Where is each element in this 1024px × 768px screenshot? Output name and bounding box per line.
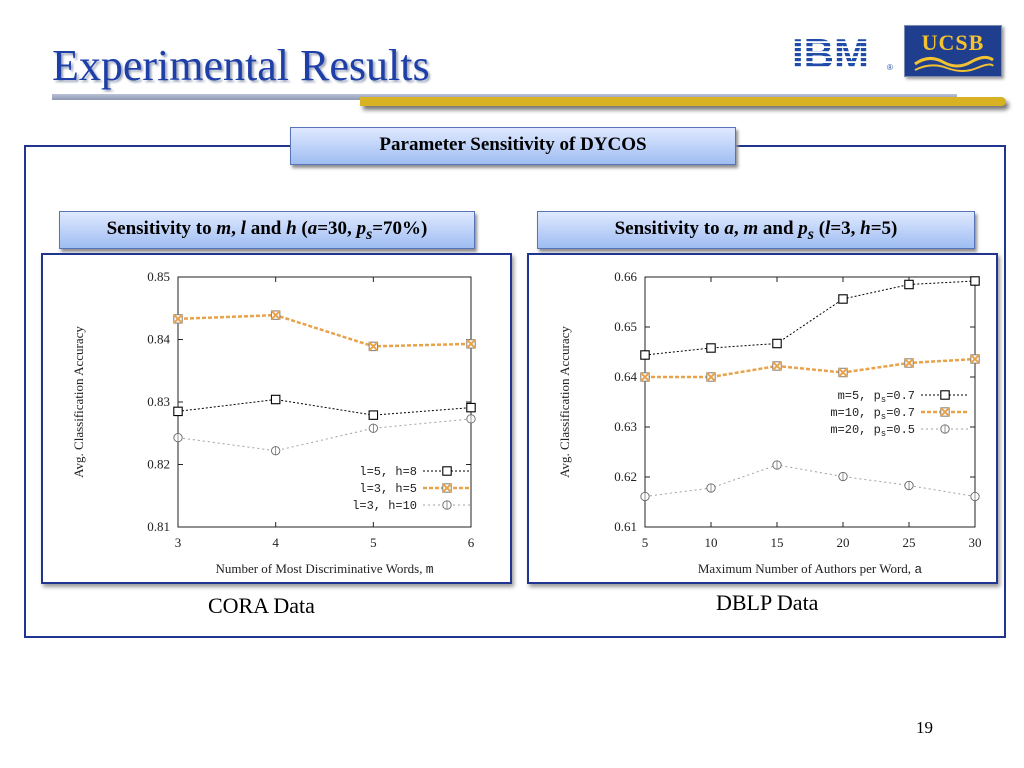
x-axis-label: Number of Most Discriminative Words, m: [215, 561, 433, 577]
x-tick-label: 15: [771, 535, 784, 550]
y-tick-label: 0.81: [147, 519, 170, 534]
slide-title: Experimental Results: [52, 41, 430, 90]
y-tick-label: 0.66: [614, 269, 637, 284]
data-point-cross: [368, 341, 379, 352]
legend-label: l=3, h=10: [352, 499, 417, 513]
y-tick-label: 0.62: [614, 469, 637, 484]
data-point: [838, 294, 848, 304]
data-point-cross: [970, 354, 980, 364]
x-tick-label: 3: [175, 535, 182, 550]
cora-chart-frame: 0.81 0.82 0.83 0.84 0.85 3 4 5 6 Number of Most D…: [41, 253, 512, 584]
series-line: [644, 280, 976, 356]
data-point: [970, 276, 980, 286]
y-tick-label: 0.83: [147, 394, 170, 409]
series-1: [173, 310, 476, 493]
y-tick-label: 0.84: [147, 332, 170, 347]
x-tick-label: 25: [903, 535, 916, 550]
main-header: Parameter Sensitivity of DYCOS: [290, 127, 736, 165]
x-tick-label: 10: [705, 535, 718, 550]
left-chart-header: Sensitivity to m, l and h (a=30, ps=70%): [59, 211, 475, 249]
data-point: [466, 402, 476, 413]
data-point-cross: [466, 338, 476, 349]
ucsb-logo-text: UCSB: [921, 30, 985, 55]
cora-caption: CORA Data: [208, 593, 315, 618]
legend-label: m=5, ps=0.7: [838, 389, 915, 405]
plot-area: [644, 276, 976, 528]
legend-label: m=20, ps=0.5: [830, 423, 915, 439]
legend-label: l=3, h=5: [359, 482, 417, 496]
y-tick-label: 0.65: [614, 319, 637, 334]
x-tick-label: 5: [642, 535, 649, 550]
x-tick-label: 6: [468, 535, 475, 550]
series-line: [177, 398, 472, 416]
series-line: [177, 313, 472, 348]
y-tick-label: 0.82: [147, 457, 170, 472]
legend-label: l=5, h=8: [359, 465, 417, 479]
dblp-chart-frame: 0.61 0.62 0.63 0.64 0.65 0.66 5 10 15 20 25 30 Maxim…: [527, 253, 998, 584]
series-1: [640, 354, 980, 417]
data-point: [706, 343, 716, 353]
data-point: [772, 338, 782, 349]
ucsb-wave-icon: [914, 55, 994, 72]
series-line: [177, 418, 472, 452]
x-tick-label: 20: [837, 535, 850, 550]
data-point: [173, 406, 183, 417]
data-point-cross: [706, 372, 716, 382]
y-axis-label: Avg. Classification Accuracy: [71, 326, 86, 478]
data-point: [270, 394, 281, 405]
ucsb-logo: UCSB: [904, 25, 1002, 77]
y-tick-label: 0.85: [147, 269, 170, 284]
series-line: [645, 357, 976, 379]
legend-label: m=10, ps=0.7: [830, 406, 915, 422]
x-tick-label: 5: [370, 535, 377, 550]
y-tick-label: 0.63: [614, 419, 637, 434]
series-line: [644, 464, 976, 497]
data-point-cross: [640, 372, 650, 382]
data-point: [640, 350, 650, 360]
svg-text:®: ®: [887, 63, 893, 72]
legend-marker: [940, 390, 950, 400]
legend-marker-cross: [442, 483, 452, 493]
y-tick-label: 0.64: [614, 369, 637, 384]
series-2: [640, 424, 980, 502]
series-2: [173, 414, 476, 510]
plot-area: [177, 276, 472, 528]
right-chart-header: Sensitivity to a, m and ps (l=3, h=5): [537, 211, 975, 249]
legend-marker: [442, 466, 452, 476]
legend-marker-cross: [940, 407, 950, 417]
data-point-cross: [838, 367, 848, 378]
data-point-cross: [270, 310, 281, 321]
data-point: [368, 410, 379, 420]
series-0: [640, 276, 980, 400]
series-0: [173, 394, 476, 476]
dblp-chart: 0.61 0.62 0.63 0.64 0.65 0.66 5 10 15 20 25 30 Maxim…: [557, 269, 982, 577]
data-point-cross: [904, 358, 914, 368]
data-point-cross: [772, 361, 782, 371]
title-accent-bar: [360, 97, 1006, 106]
data-point: [904, 279, 914, 290]
ibm-logo-text: IBM: [792, 30, 869, 74]
x-axis-label: Maximum Number of Authors per Word, a: [698, 561, 922, 577]
ibm-logo: IBM ®: [792, 30, 893, 74]
cora-chart: 0.81 0.82 0.83 0.84 0.85 3 4 5 6 Number of Most D…: [71, 269, 476, 577]
page-number: 19: [916, 718, 933, 737]
x-tick-label: 4: [272, 535, 279, 550]
y-axis-label: Avg. Classification Accuracy: [557, 326, 572, 478]
x-tick-label: 30: [969, 535, 982, 550]
y-tick-label: 0.61: [614, 519, 637, 534]
dblp-caption: DBLP Data: [716, 590, 819, 615]
data-point-cross: [173, 313, 183, 324]
